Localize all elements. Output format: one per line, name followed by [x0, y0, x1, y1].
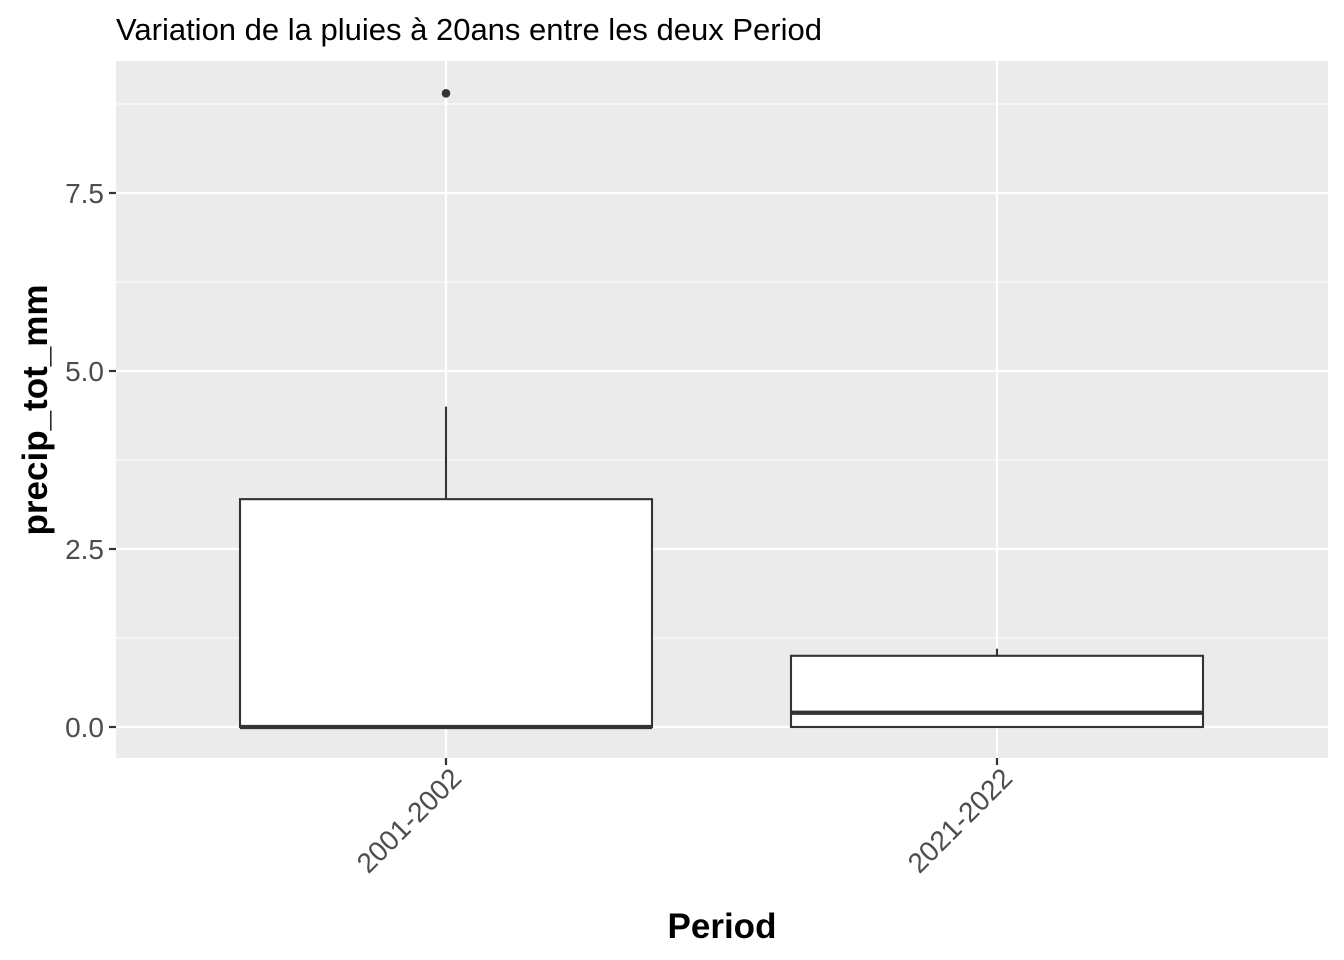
- box-2021-2022: [789, 648, 1205, 729]
- x-axis-title: Period: [668, 907, 777, 946]
- y-tick-label: 0.0: [65, 712, 104, 743]
- x-tick-label: 2021-2022: [902, 762, 1019, 879]
- y-tick-label: 5.0: [65, 356, 104, 387]
- boxes: [238, 89, 1205, 730]
- chart-title: Variation de la pluies à 20ans entre les…: [116, 12, 822, 47]
- y-axis: 0.0 2.5 5.0 7.5: [65, 178, 116, 743]
- y-tick-label: 2.5: [65, 534, 104, 565]
- x-tick-label: 2001-2002: [351, 762, 468, 879]
- box-iqr: [789, 654, 1205, 729]
- y-tick-label: 7.5: [65, 178, 104, 209]
- y-axis-title: precip_tot_mm: [16, 285, 55, 536]
- x-axis: 2001-2002 2021-2022: [351, 758, 1019, 879]
- outlier-point: [441, 89, 451, 98]
- box-2001-2002: [238, 89, 654, 730]
- box-iqr: [238, 498, 654, 729]
